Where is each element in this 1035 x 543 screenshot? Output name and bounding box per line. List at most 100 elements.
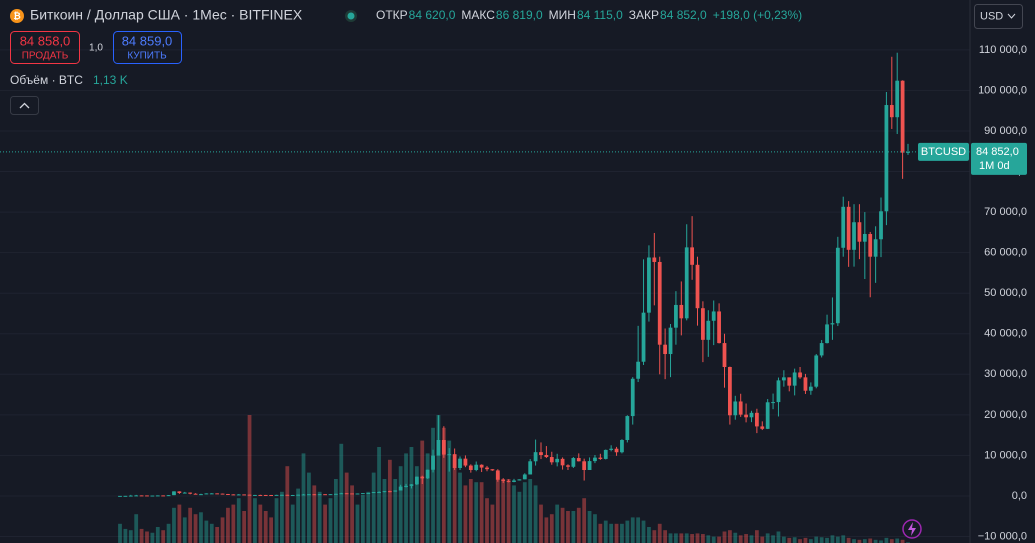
candle-body <box>647 257 651 313</box>
candle-body <box>355 493 360 495</box>
symbol-title[interactable]: Биткоин / Доллар США · 1Мес · BITFINEX <box>30 7 303 23</box>
volume-bar <box>846 537 851 543</box>
volume-bar <box>814 536 819 543</box>
ohlc-label: ОТКР <box>376 8 408 22</box>
candle-body <box>414 476 419 485</box>
y-tick-label: 50 000,0 <box>984 287 1027 299</box>
volume-bar <box>128 530 133 543</box>
volume-bar <box>560 507 565 543</box>
volume-bar <box>598 523 603 543</box>
candle-body <box>690 247 694 265</box>
candle-body <box>161 495 166 497</box>
volume-bar <box>118 523 122 543</box>
candle-body <box>701 308 705 340</box>
volume-bar <box>889 539 894 543</box>
volume-bar <box>884 537 889 543</box>
volume-bar <box>830 535 835 543</box>
candle-body <box>366 492 371 494</box>
collapse-button[interactable] <box>10 96 39 115</box>
candle-body <box>684 247 689 319</box>
y-tick-label: 40 000,0 <box>984 328 1027 340</box>
volume-bar <box>150 532 155 543</box>
volume-bar <box>420 440 425 543</box>
volume-bar <box>387 459 392 543</box>
candle-body <box>490 469 495 471</box>
volume-bar <box>501 479 506 543</box>
candle-body <box>566 465 570 467</box>
candle-body <box>479 464 484 468</box>
y-tick-label: −10 000,0 <box>978 530 1027 542</box>
volume-bar <box>312 485 317 543</box>
candle-body <box>663 344 668 355</box>
y-tick-label: 30 000,0 <box>984 368 1027 380</box>
volume-bar <box>609 523 614 543</box>
volume-bar <box>620 523 624 543</box>
volume-bar <box>463 485 468 543</box>
candle-body <box>652 257 657 262</box>
volume-bar <box>566 511 570 543</box>
candle-body <box>641 312 646 362</box>
volume-bar <box>873 539 878 543</box>
volume-bar <box>258 504 263 543</box>
candle-body <box>452 454 457 468</box>
buy-button[interactable] <box>113 31 182 64</box>
volume-bar <box>717 536 721 543</box>
candle-body <box>528 461 533 475</box>
volume-bar <box>733 532 738 543</box>
currency: USD <box>980 10 1003 22</box>
candle-body <box>468 465 473 471</box>
currency-button[interactable] <box>974 4 1023 29</box>
volume-bar <box>204 520 209 543</box>
candle-body <box>781 377 786 381</box>
volume-bar <box>701 534 705 543</box>
candle-body <box>593 457 597 462</box>
volume-bar <box>209 523 214 543</box>
candle-body <box>609 448 614 450</box>
volume-label: Объём · BTC <box>10 73 83 87</box>
candle-body <box>711 311 716 321</box>
symbol-tag <box>918 142 969 161</box>
candle-body <box>172 491 176 496</box>
candle-body <box>420 476 425 479</box>
price-tag-value: 84 852,0 <box>976 146 1019 158</box>
volume-bar <box>166 523 171 543</box>
volume-bar <box>317 491 322 543</box>
volume-bar <box>506 479 511 543</box>
volume-bar <box>474 482 479 543</box>
volume-bar <box>857 539 862 543</box>
volume-value: 1,13 K <box>93 73 128 87</box>
candle-body <box>776 380 781 403</box>
candle-body <box>242 494 247 496</box>
volume-bar <box>199 512 203 543</box>
candle-body <box>539 452 543 456</box>
candle-body <box>155 495 160 497</box>
volume-bar <box>360 495 365 543</box>
candle-body <box>765 402 770 429</box>
volume-bar <box>614 523 619 543</box>
volume-bar <box>539 504 543 543</box>
candle-body <box>236 494 241 496</box>
volume-bar <box>458 472 462 543</box>
volume-bar <box>630 517 635 543</box>
candle-body <box>150 495 155 497</box>
alert-glyph <box>908 522 916 536</box>
candle-body <box>263 494 268 496</box>
ohlc-legend: ОТКР 84 620,0 МАКС 86 819,0 МИН 84 115,0 ЗАКР 8… <box>376 8 707 22</box>
volume-bar <box>215 527 220 543</box>
volume-bar <box>641 520 646 543</box>
candle-body <box>819 343 824 356</box>
sell-button[interactable] <box>10 31 80 64</box>
volume-bar <box>188 507 193 543</box>
volume-bar <box>145 531 149 543</box>
candle-body <box>307 494 311 496</box>
volume-bar <box>447 440 452 543</box>
volume-bar <box>679 533 684 543</box>
coin-icon <box>10 9 24 23</box>
quantity[interactable]: 1,0 <box>89 43 103 54</box>
volume-bar <box>431 427 435 543</box>
volume-bar <box>803 537 808 543</box>
alert-icon[interactable] <box>902 519 922 539</box>
